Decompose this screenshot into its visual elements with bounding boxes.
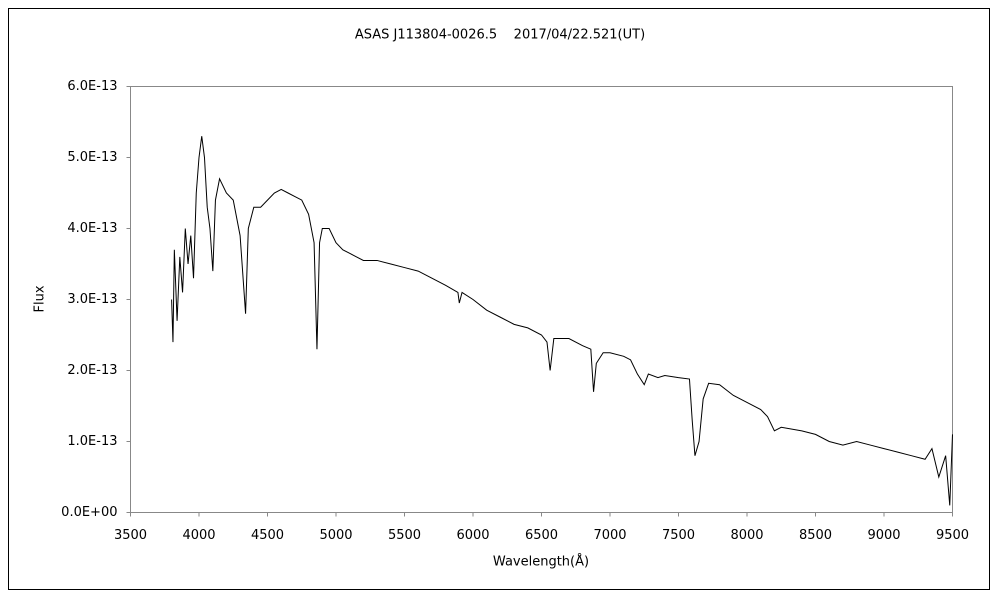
chart-title: ASAS J113804-0026.5 2017/04/22.521(UT): [355, 28, 645, 43]
x-tick-label: 6000: [456, 528, 489, 543]
x-tick-label: 4000: [182, 528, 215, 543]
x-tick-label: 5500: [388, 528, 421, 543]
x-axis-label: Wavelength(Å): [493, 554, 589, 570]
plot-area: [130, 86, 953, 513]
x-tick-label: 4500: [251, 528, 284, 543]
y-tick-label: 6.0E-13: [67, 79, 117, 94]
y-tick-label: 3.0E-13: [67, 292, 117, 307]
x-tick-label: 3500: [114, 528, 147, 543]
x-tick-label: 5000: [319, 528, 352, 543]
frame: [8, 8, 990, 590]
y-tick-label: 2.0E-13: [67, 363, 117, 378]
y-tick-label: 5.0E-13: [67, 150, 117, 165]
y-axis-label: Flux: [33, 285, 48, 312]
x-tick-label: 9500: [936, 528, 969, 543]
x-tick-label: 8500: [799, 528, 832, 543]
y-tick-label: 0.0E+00: [61, 505, 117, 520]
spectrum-line: [171, 136, 953, 506]
x-tick-label: 8000: [730, 528, 763, 543]
y-tick-label: 1.0E-13: [67, 434, 117, 449]
x-tick-label: 7500: [662, 528, 695, 543]
y-tick-label: 4.0E-13: [67, 221, 117, 236]
x-tick-label: 6500: [525, 528, 558, 543]
x-tick-label: 7000: [593, 528, 626, 543]
x-tick-label: 9000: [867, 528, 900, 543]
